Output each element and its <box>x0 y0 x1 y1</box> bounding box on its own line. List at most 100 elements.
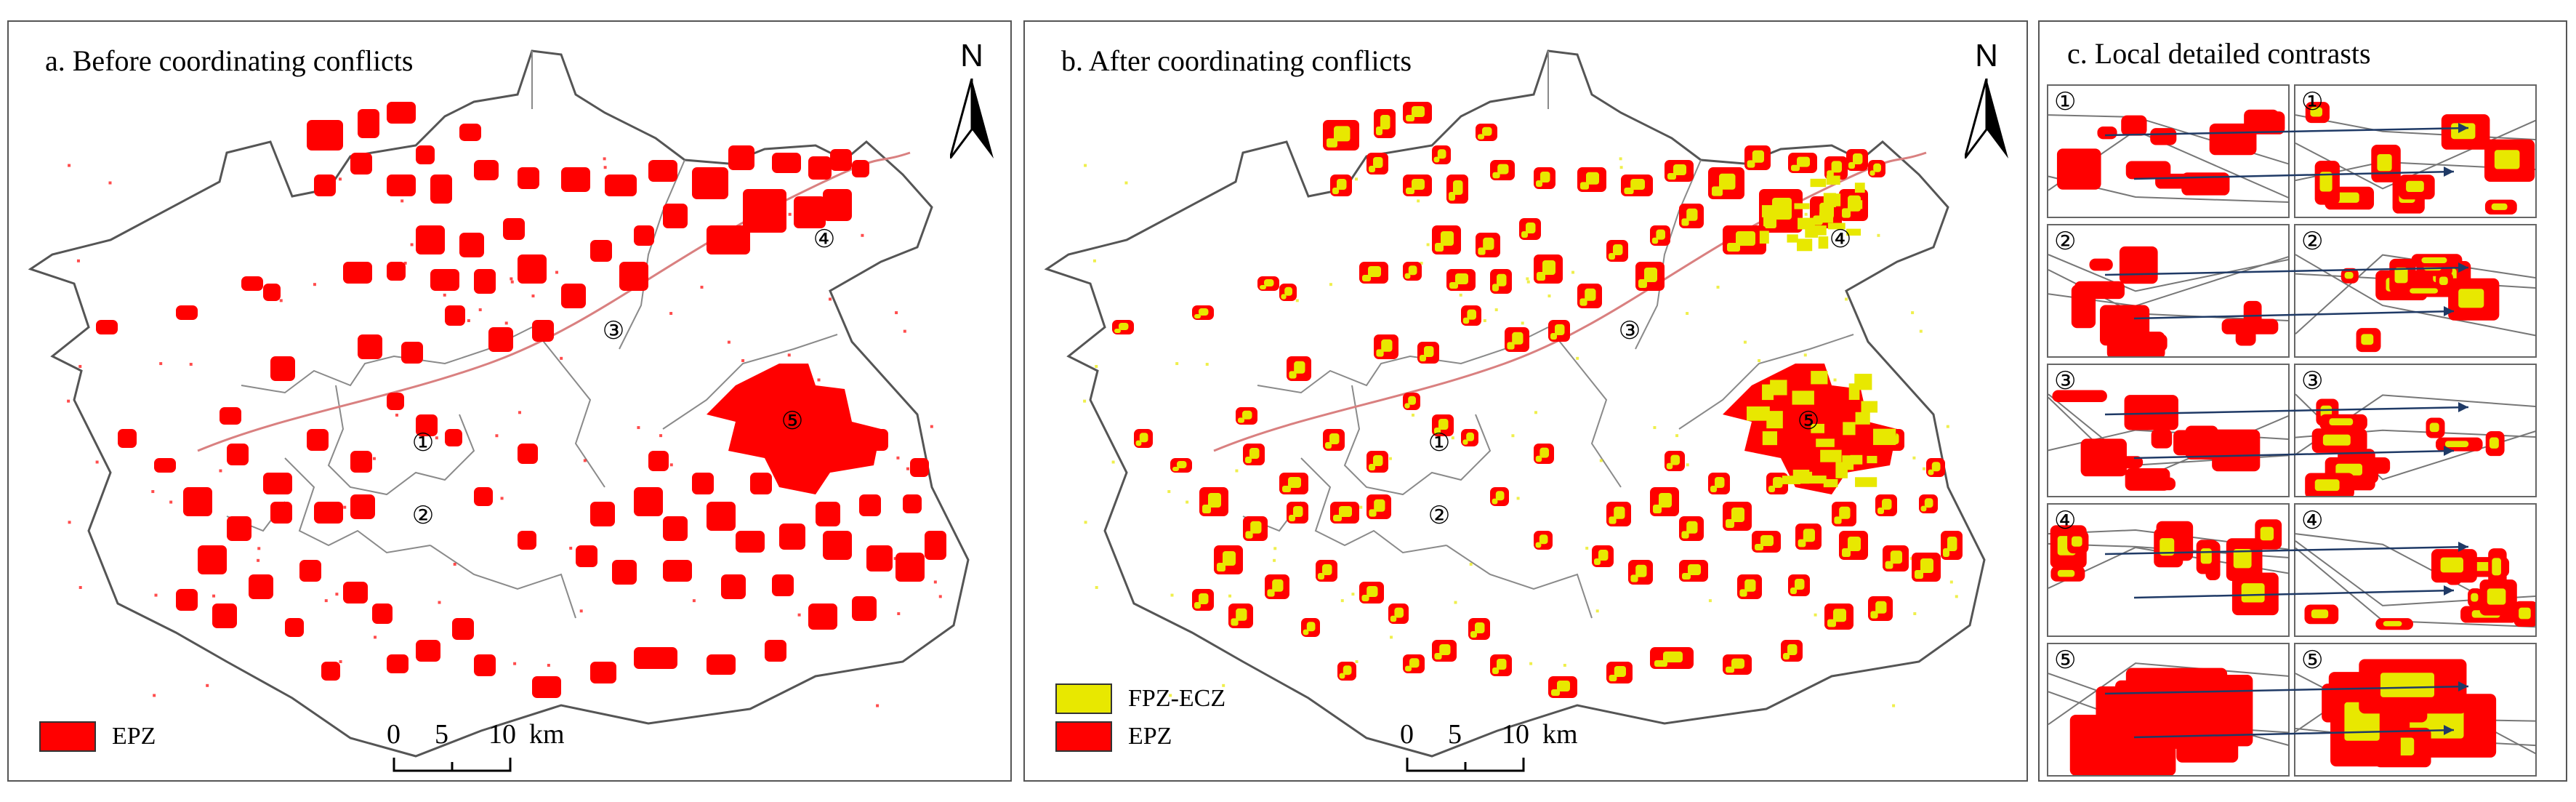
scatter-patch <box>1949 580 1953 584</box>
scatter-patch <box>1451 436 1454 440</box>
fpz-ecz-block <box>1831 161 1842 173</box>
fpz-ecz-block <box>1673 164 1686 175</box>
zone-marker: ① <box>1428 428 1450 457</box>
epz-block <box>561 284 586 308</box>
fpz-ecz-block <box>1467 309 1476 320</box>
fpz-ecz-block <box>1288 477 1301 488</box>
fpz-ecz-block <box>1762 384 1774 401</box>
fpz-ecz-block <box>1787 234 1798 243</box>
fpz-ecz-block <box>1686 521 1698 534</box>
fpz-ecz-block <box>2335 463 2363 476</box>
fpz-ecz-block <box>1376 127 1382 135</box>
scatter-patch <box>403 261 407 265</box>
fpz-ecz-block <box>1609 253 1615 260</box>
internal-boundary <box>1635 159 1702 350</box>
fpz-ecz-block <box>1433 156 1440 163</box>
fpz-ecz-block <box>1294 361 1305 374</box>
scatter-patch <box>1273 547 1277 550</box>
epz-block <box>859 494 881 516</box>
fpz-ecz-block <box>1609 516 1617 524</box>
epz-block <box>176 589 198 611</box>
epz-block <box>307 429 329 451</box>
scatter-patch <box>206 683 209 687</box>
fpz-ecz-block <box>1827 170 1834 177</box>
fpz-ecz-block <box>1245 457 1252 463</box>
scatter-patch <box>108 181 112 185</box>
fpz-ecz-block <box>2410 288 2439 294</box>
epz-block <box>634 647 677 669</box>
scatter-patch <box>338 177 342 181</box>
scatter-patch <box>603 166 607 169</box>
fpz-ecz-block <box>1943 548 1949 557</box>
epz-block <box>285 618 304 637</box>
fpz-ecz-block <box>1177 461 1187 468</box>
fpz-ecz-block <box>1681 218 1689 226</box>
fpz-ecz-block <box>1322 564 1332 575</box>
fpz-ecz-block <box>1539 447 1549 458</box>
fpz-ecz-block <box>1727 243 1740 252</box>
fpz-ecz-block <box>1455 273 1468 284</box>
scatter-patch <box>1919 329 1923 333</box>
scatter-patch <box>1595 609 1599 613</box>
scatter-patch <box>583 459 587 462</box>
contrast-map <box>2295 254 2535 353</box>
scatter-patch <box>1205 363 1209 366</box>
fpz-ecz-block <box>2439 276 2448 286</box>
epz-block <box>925 531 946 560</box>
legend-swatch-epz <box>1055 721 1112 752</box>
scatter-patch <box>788 212 792 216</box>
epz-block <box>387 262 406 281</box>
epz-block <box>634 225 654 246</box>
epz-block <box>692 167 728 199</box>
fpz-ecz-block <box>1924 498 1933 508</box>
epz-block <box>808 156 832 180</box>
zone-marker: ③ <box>603 316 624 345</box>
scatter-patch <box>1092 259 1096 262</box>
fpz-ecz-block <box>1787 644 1798 655</box>
epz-block <box>474 269 496 294</box>
epz-block <box>794 196 826 228</box>
fpz-ecz-block <box>1842 208 1851 218</box>
scatter-patch <box>513 662 517 665</box>
fpz-ecz-block <box>1536 180 1542 187</box>
fpz-ecz-block <box>1853 200 1863 209</box>
epz-block <box>401 342 423 364</box>
fpz-ecz-block <box>1172 467 1179 471</box>
scatter-patch <box>741 358 745 362</box>
contrast-cell-4-right: ④ <box>2294 503 2537 637</box>
cell-marker: ④ <box>2054 508 2077 534</box>
epz-block <box>736 531 765 553</box>
scatter-patch <box>159 362 163 366</box>
fpz-ecz-block <box>1931 462 1941 472</box>
fpz-ecz-block <box>1249 448 1260 459</box>
fpz-ecz-block <box>1835 462 1848 478</box>
scatter-patch <box>560 356 563 360</box>
fpz-ecz-block <box>1920 558 1933 573</box>
fpz-ecz-block <box>2458 289 2484 308</box>
scatter-patch <box>1417 199 1420 203</box>
fpz-ecz-block <box>1855 477 1877 487</box>
fpz-ecz-block <box>1638 279 1647 288</box>
scatter-patch <box>1653 426 1657 430</box>
fpz-ecz-block <box>1281 294 1287 300</box>
fpz-ecz-block <box>1404 273 1411 279</box>
scatter-patch <box>1273 558 1276 562</box>
internal-boundary <box>1300 457 1447 554</box>
fpz-ecz-block <box>2057 569 2075 577</box>
internal-boundary <box>531 326 605 488</box>
fpz-ecz-block <box>1373 455 1383 466</box>
epz-block <box>830 149 852 171</box>
fpz-ecz-block <box>1763 215 1776 228</box>
scatter-patch <box>212 594 216 598</box>
internal-boundary <box>1257 326 1549 394</box>
scatter-patch <box>1169 694 1172 697</box>
epz-block <box>2212 429 2261 472</box>
fpz-ecz-block <box>1670 454 1680 465</box>
fpz-ecz-block <box>1885 561 1893 569</box>
epz-block <box>518 531 536 550</box>
fpz-ecz-block <box>1624 188 1634 194</box>
epz-block <box>765 640 786 662</box>
scatter-patch <box>700 285 704 289</box>
internal-boundary <box>662 334 838 430</box>
scatter-patch <box>1922 467 1925 470</box>
